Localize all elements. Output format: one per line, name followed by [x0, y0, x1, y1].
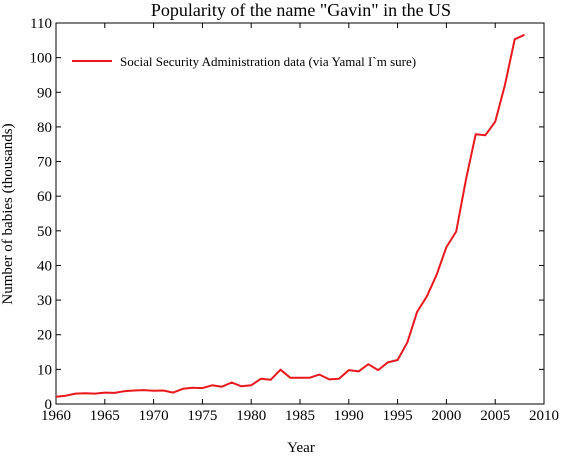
x-tick-label: 1985 — [285, 408, 315, 424]
x-tick-label: 1995 — [383, 408, 413, 424]
series-line — [56, 35, 525, 397]
series-group — [56, 35, 525, 397]
chart-title: Popularity of the name "Gavin" in the US — [151, 0, 451, 20]
y-tick-label: 80 — [37, 120, 52, 136]
y-tick-label: 100 — [30, 51, 53, 67]
x-axis-title: Year — [287, 440, 315, 453]
x-tick-label: 1990 — [334, 408, 364, 424]
x-tick-label: 2000 — [431, 408, 461, 424]
x-tick-label: 1970 — [139, 408, 169, 424]
y-tick-label: 50 — [37, 224, 52, 240]
x-tick-label: 2010 — [529, 408, 559, 424]
y-tick-label: 40 — [37, 258, 52, 274]
x-tick-label: 1965 — [90, 408, 120, 424]
y-tick-label: 70 — [37, 155, 52, 171]
plot-frame — [56, 23, 544, 404]
y-axis: 0 10 20 30 40 50 60 70 80 90 100 110 — [30, 16, 545, 413]
y-tick-label: 60 — [37, 189, 52, 205]
y-tick-label: 20 — [37, 328, 52, 344]
y-tick-label: 0 — [45, 397, 53, 413]
y-tick-label: 10 — [37, 362, 52, 378]
x-tick-label: 2005 — [480, 408, 510, 424]
x-tick-label: 1975 — [187, 408, 217, 424]
plot-frame-rect — [56, 23, 544, 404]
x-tick-label: 1980 — [236, 408, 266, 424]
y-tick-label: 90 — [37, 85, 52, 101]
y-axis-title: Number of babies (thousands) — [0, 123, 16, 304]
legend-label: Social Security Administration data (via… — [120, 54, 416, 69]
y-tick-label: 30 — [37, 293, 52, 309]
legend: Social Security Administration data (via… — [72, 54, 416, 69]
y-tick-label: 110 — [30, 16, 52, 32]
